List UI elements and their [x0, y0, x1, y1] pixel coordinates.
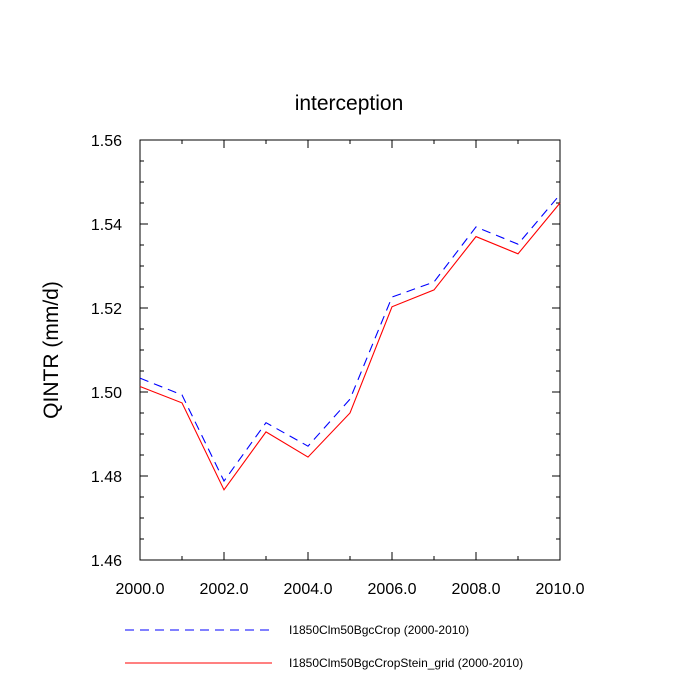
x-tick-label: 2000.0 [116, 581, 165, 598]
chart-title: interception [295, 92, 404, 115]
series-line-2 [139, 202, 561, 491]
x-tick-label: 2002.0 [200, 581, 249, 598]
y-tick-label: 1.50 [91, 385, 122, 402]
x-tick-label: 2010.0 [536, 581, 585, 598]
x-tick-label: 2008.0 [452, 581, 501, 598]
y-tick-label: 1.54 [91, 217, 122, 234]
y-tick-label: 1.52 [91, 301, 122, 318]
legend: I1850Clm50BgcCrop (2000-2010) I1850Clm50B… [125, 623, 523, 670]
series-line-1 [139, 194, 561, 483]
series-layer [139, 194, 561, 491]
y-tick-label: 1.56 [91, 133, 122, 150]
x-tick-label: 2004.0 [284, 581, 333, 598]
tick-labels-layer: 2000.0 2002.0 2004.0 2006.0 2008.0 2010.0 1.46… [91, 133, 585, 598]
y-tick-label: 1.48 [91, 469, 122, 486]
legend-label-2: I1850Clm50BgcCropStein_grid (2000-2010) [289, 656, 523, 670]
x-tick-label: 2006.0 [368, 581, 417, 598]
y-tick-label: 1.46 [91, 553, 122, 570]
y-axis-label: QINTR (mm/d) [40, 281, 63, 419]
plot-frame [139, 139, 561, 561]
ticks-layer [139, 139, 561, 561]
legend-label-1: I1850Clm50BgcCrop (2000-2010) [289, 623, 469, 637]
